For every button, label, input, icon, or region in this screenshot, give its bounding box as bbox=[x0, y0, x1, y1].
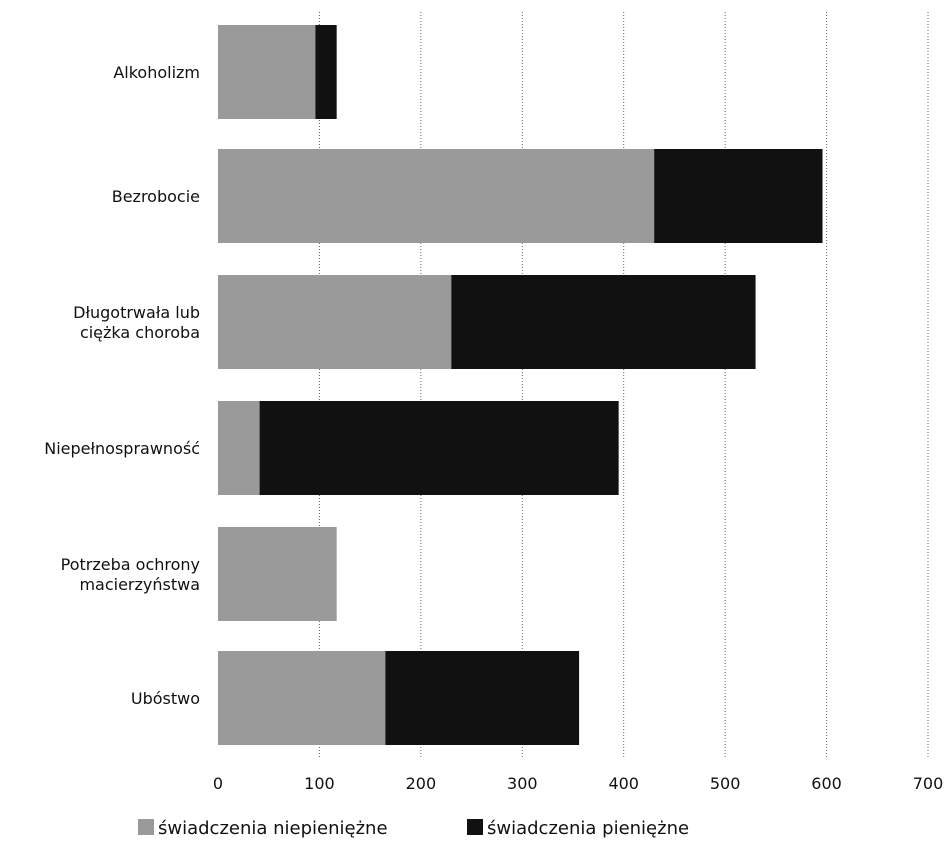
category-label-1: Bezrobocie bbox=[112, 187, 200, 206]
legend: świadczenia niepieniężne świadczenia pien… bbox=[138, 818, 689, 839]
category-label-5: Ubóstwo bbox=[131, 689, 200, 708]
x-tick-label-500: 500 bbox=[710, 774, 741, 793]
x-tick-label-600: 600 bbox=[811, 774, 842, 793]
bar-non-cash-1 bbox=[218, 149, 655, 243]
bars bbox=[218, 25, 823, 745]
category-label-0: Alkoholizm bbox=[113, 63, 200, 82]
bar-non-cash-4 bbox=[218, 527, 337, 621]
x-tick-label-700: 700 bbox=[913, 774, 944, 793]
legend-swatch-cash bbox=[467, 819, 483, 835]
legend-label-non-cash: świadczenia niepieniężne bbox=[158, 818, 388, 839]
bar-cash-0 bbox=[315, 25, 337, 119]
x-axis-ticks: 0 100 200 300 400 500 600 700 bbox=[213, 774, 943, 793]
legend-swatch-non-cash bbox=[138, 819, 154, 835]
bar-cash-5 bbox=[385, 651, 580, 745]
category-label-4-line-1: macierzyństwa bbox=[79, 575, 200, 594]
category-label-3: Niepełnosprawność bbox=[44, 439, 200, 458]
x-tick-label-0: 0 bbox=[213, 774, 223, 793]
bar-cash-3 bbox=[259, 401, 619, 495]
bar-non-cash-5 bbox=[218, 651, 386, 745]
bar-non-cash-2 bbox=[218, 275, 452, 369]
category-labels: Alkoholizm Bezrobocie Długotrwała lubciężk… bbox=[44, 63, 200, 708]
grid-lines bbox=[318, 12, 929, 758]
bar-non-cash-0 bbox=[218, 25, 316, 119]
category-label-2-line-1: ciężka choroba bbox=[80, 323, 200, 342]
legend-label-cash: świadczenia pieniężne bbox=[487, 818, 689, 839]
x-tick-label-300: 300 bbox=[507, 774, 538, 793]
category-label-4-line-0: Potrzeba ochrony bbox=[61, 555, 200, 574]
bar-cash-2 bbox=[451, 275, 756, 369]
x-tick-label-400: 400 bbox=[608, 774, 639, 793]
bar-non-cash-3 bbox=[218, 401, 260, 495]
bar-cash-1 bbox=[654, 149, 823, 243]
category-label-2-line-0: Długotrwała lub bbox=[73, 303, 200, 322]
x-tick-label-200: 200 bbox=[406, 774, 437, 793]
x-tick-label-100: 100 bbox=[304, 774, 335, 793]
